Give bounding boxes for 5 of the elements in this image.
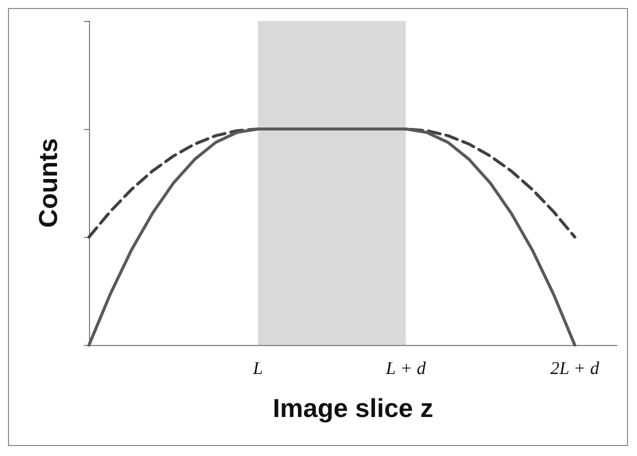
x-tick-label: L + d (384, 358, 427, 378)
x-tick-label: 2L + d (550, 358, 600, 378)
x-axis-title: Image slice z (272, 393, 434, 423)
y-axis-title: Counts (33, 138, 63, 228)
x-tick-label: L (252, 358, 263, 378)
